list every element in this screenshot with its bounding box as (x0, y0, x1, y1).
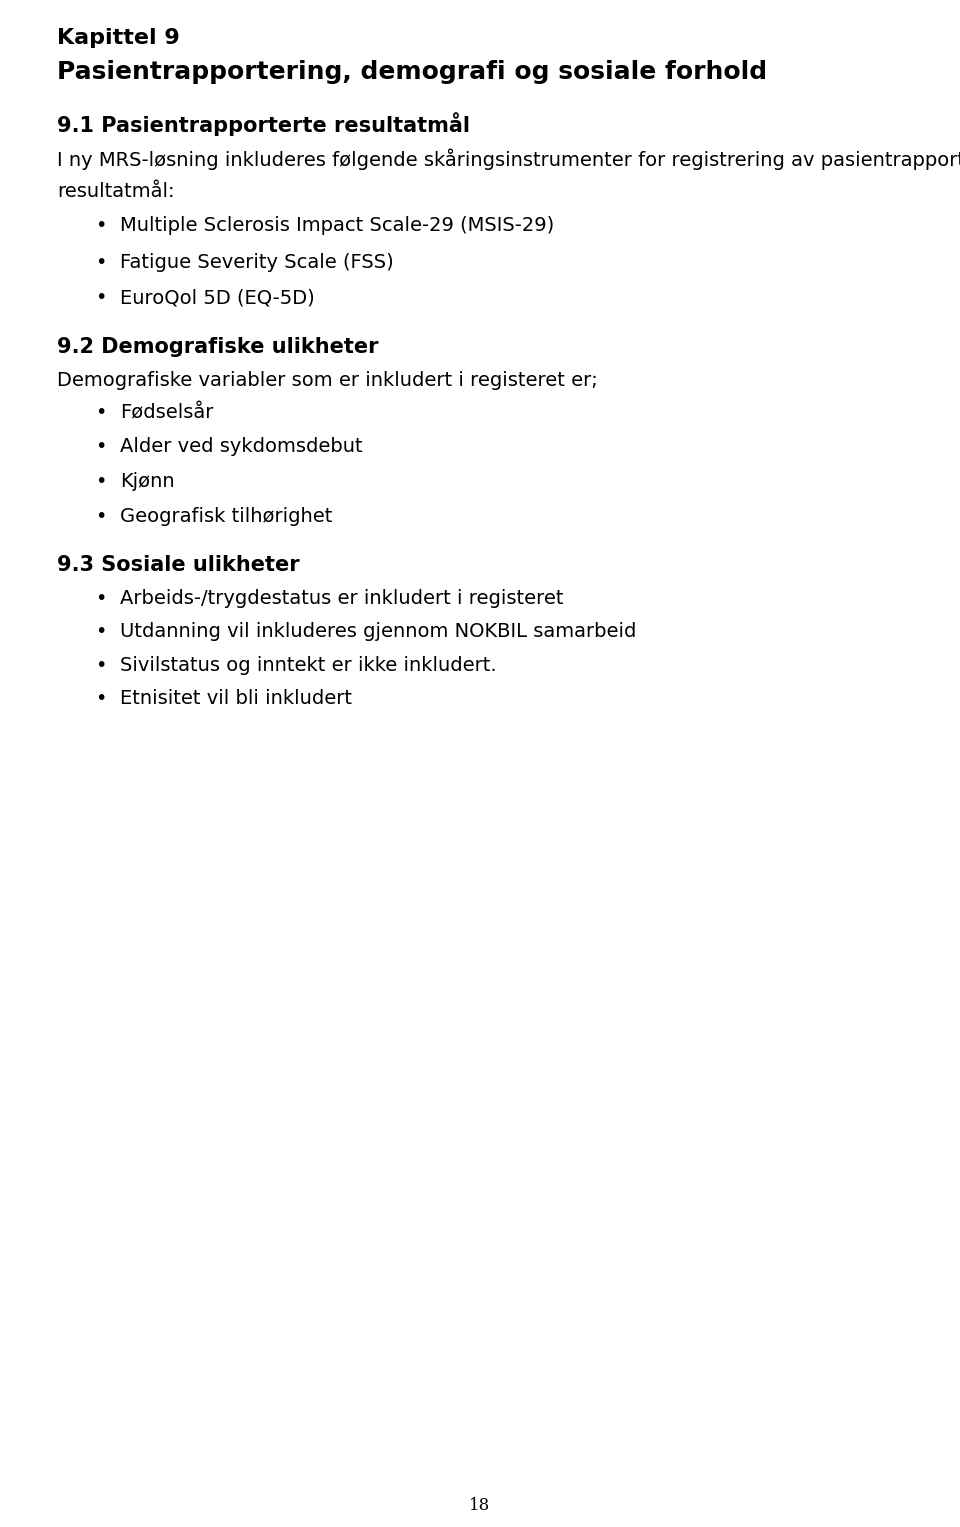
Text: Demografiske variabler som er inkludert i registeret er;: Demografiske variabler som er inkludert … (57, 371, 598, 389)
Text: Multiple Sclerosis Impact Scale-29 (MSIS-29): Multiple Sclerosis Impact Scale-29 (MSIS… (120, 215, 554, 235)
Text: 9.1 Pasientrapporterte resultatmål: 9.1 Pasientrapporterte resultatmål (57, 111, 470, 136)
Text: Pasientrapportering, demografi og sosiale forhold: Pasientrapportering, demografi og sosial… (57, 60, 767, 84)
Text: Sivilstatus og inntekt er ikke inkludert.: Sivilstatus og inntekt er ikke inkludert… (120, 657, 496, 675)
Text: •: • (95, 403, 107, 421)
Text: •: • (95, 589, 107, 608)
Text: Fatigue Severity Scale (FSS): Fatigue Severity Scale (FSS) (120, 253, 394, 272)
Text: •: • (95, 289, 107, 307)
Text: 9.3 Sosiale ulikheter: 9.3 Sosiale ulikheter (57, 554, 300, 576)
Text: •: • (95, 253, 107, 272)
Text: •: • (95, 507, 107, 525)
Text: •: • (95, 437, 107, 457)
Text: •: • (95, 472, 107, 492)
Text: Alder ved sykdomsdebut: Alder ved sykdomsdebut (120, 437, 363, 457)
Text: resultatmål:: resultatmål: (57, 182, 175, 202)
Text: •: • (95, 657, 107, 675)
Text: 18: 18 (469, 1496, 491, 1513)
Text: •: • (95, 215, 107, 235)
Text: Geografisk tilhørighet: Geografisk tilhørighet (120, 507, 332, 525)
Text: Arbeids-/trygdestatus er inkludert i registeret: Arbeids-/trygdestatus er inkludert i reg… (120, 589, 564, 608)
Text: EuroQol 5D (EQ-5D): EuroQol 5D (EQ-5D) (120, 289, 315, 307)
Text: Kapittel 9: Kapittel 9 (57, 27, 180, 47)
Text: 9.2 Demografiske ulikheter: 9.2 Demografiske ulikheter (57, 337, 378, 357)
Text: Utdanning vil inkluderes gjennom NOKBIL samarbeid: Utdanning vil inkluderes gjennom NOKBIL … (120, 621, 636, 641)
Text: Etnisitet vil bli inkludert: Etnisitet vil bli inkludert (120, 689, 352, 709)
Text: I ny MRS-løsning inkluderes følgende skåringsinstrumenter for registrering av pa: I ny MRS-løsning inkluderes følgende skå… (57, 148, 960, 169)
Text: •: • (95, 689, 107, 709)
Text: Kjønn: Kjønn (120, 472, 175, 492)
Text: •: • (95, 621, 107, 641)
Text: Fødselsår: Fødselsår (120, 403, 213, 421)
